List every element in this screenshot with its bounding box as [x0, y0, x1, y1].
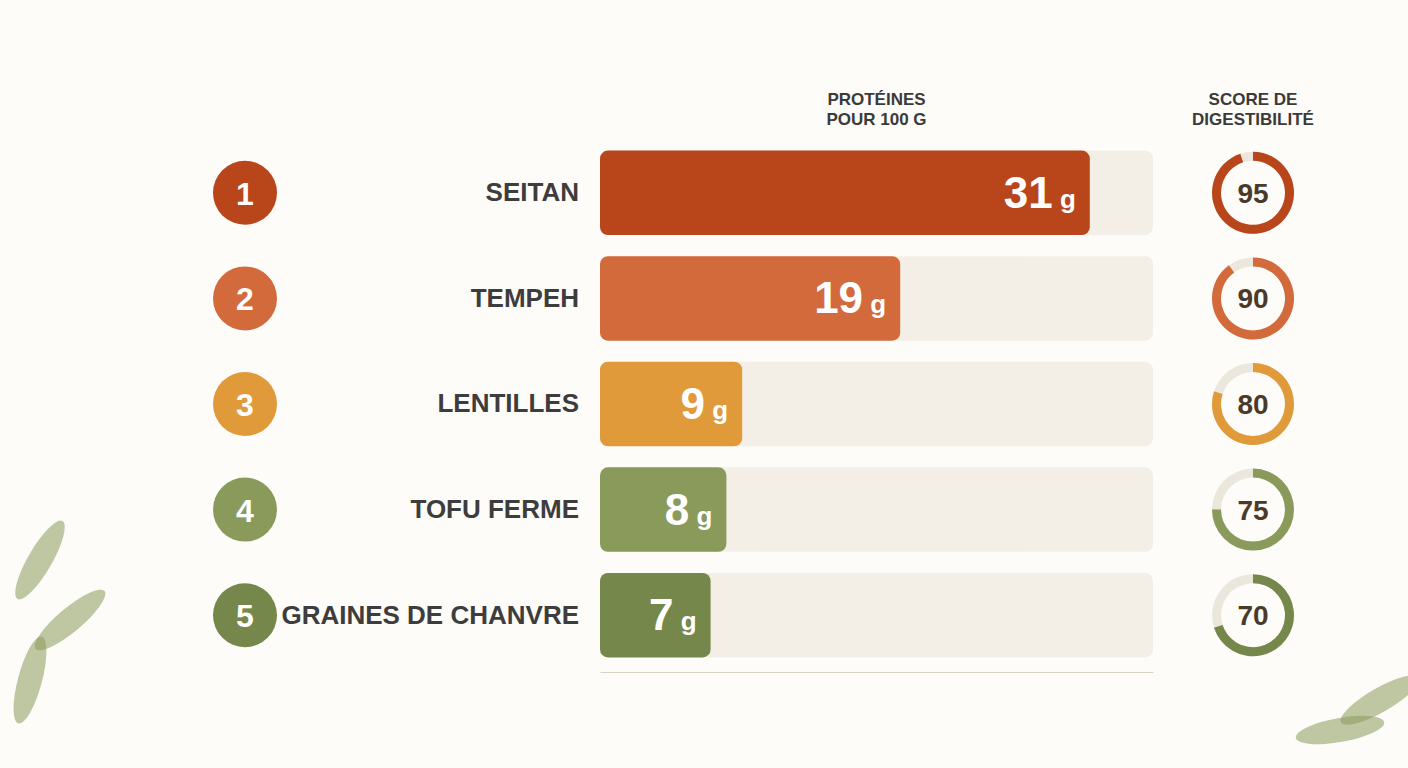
bar-track — [600, 151, 1153, 235]
header-line: SCORE DE — [1209, 90, 1298, 109]
bar-track — [600, 362, 1153, 446]
ring-track — [1212, 152, 1294, 234]
score-ring: 70 — [1212, 574, 1294, 656]
score-ring: 75 — [1212, 469, 1294, 551]
score-ring: 90 — [1212, 257, 1294, 339]
tracks — [600, 151, 1153, 658]
category-label: LENTILLES — [437, 388, 579, 418]
rank-badge — [213, 583, 277, 647]
category-label: TEMPEH — [471, 283, 579, 313]
ring-track — [1212, 257, 1294, 339]
value-unit: g — [673, 606, 696, 636]
rank-badge — [213, 266, 277, 330]
ring-arc — [1212, 363, 1294, 445]
axis-line — [601, 672, 1154, 673]
value-number: 7 — [649, 590, 673, 639]
tick: TOFU FERME — [410, 494, 582, 524]
y-axis: SEITAN TEMPEH LENTILLES TOFU FERME GRAINES D… — [281, 177, 582, 629]
header-line: POUR 100 G — [826, 110, 926, 129]
score-label: 80 — [1237, 389, 1268, 420]
bar — [600, 467, 726, 551]
score-ring: 95 — [1212, 152, 1294, 234]
bar — [600, 151, 1090, 235]
score-rings: 95 90 80 75 70 — [1212, 152, 1294, 656]
value-labels: 31 g19 g9 g8 g7 g — [649, 168, 1076, 639]
score-label: 75 — [1237, 495, 1268, 526]
tick: LENTILLES — [437, 388, 582, 418]
ring-arc — [1212, 257, 1294, 339]
category-label: GRAINES DE CHANVRE — [281, 600, 579, 630]
leaf — [7, 633, 53, 726]
value-unit: g — [705, 395, 728, 425]
ring-arc — [1212, 152, 1294, 234]
bar — [600, 362, 742, 446]
bars — [600, 151, 1090, 658]
bar-track — [600, 573, 1153, 657]
leaf — [7, 515, 73, 605]
value-unit: g — [1053, 184, 1076, 214]
rank-label: 4 — [236, 493, 254, 529]
value-unit: g — [689, 501, 712, 531]
bar-track — [600, 256, 1153, 340]
ring-arc — [1214, 574, 1294, 656]
value-label: 8 g — [665, 485, 713, 534]
leaf — [1294, 710, 1387, 749]
value-unit: g — [863, 289, 886, 319]
background — [0, 0, 1408, 768]
value-number: 31 — [1004, 168, 1053, 217]
score-ring: 80 — [1212, 363, 1294, 445]
column-header: SCORE DEDIGESTIBILITÉ — [1192, 90, 1314, 129]
tick: TEMPEH — [471, 283, 582, 313]
category-label: TOFU FERME — [410, 494, 579, 524]
ring-track — [1212, 363, 1294, 445]
tick: GRAINES DE CHANVRE — [281, 600, 582, 630]
ranks: 1 2 3 4 5 — [213, 161, 277, 647]
value-label: 31 g — [1004, 168, 1076, 217]
rank-label: 5 — [236, 598, 254, 634]
header-line: PROTÉINES — [827, 90, 925, 109]
rank-label: 1 — [236, 176, 254, 212]
bar — [600, 573, 711, 657]
rank-badge — [213, 372, 277, 436]
value-label: 7 g — [649, 590, 697, 639]
rank-badge — [213, 478, 277, 542]
value-number: 9 — [681, 379, 705, 428]
rank-badge — [213, 161, 277, 225]
bar-track — [600, 467, 1153, 551]
value-number: 19 — [814, 273, 863, 322]
ring-track — [1212, 574, 1294, 656]
rank-label: 3 — [236, 387, 254, 423]
rank-label: 2 — [236, 281, 254, 317]
score-label: 90 — [1237, 283, 1268, 314]
value-label: 19 g — [814, 273, 886, 322]
x-axis — [601, 672, 1154, 673]
score-label: 95 — [1237, 178, 1268, 209]
header-line: DIGESTIBILITÉ — [1192, 110, 1314, 129]
tick: SEITAN — [486, 177, 582, 207]
chart: PROTÉINESPOUR 100 G SCORE DEDIGESTIBILITÉ… — [0, 0, 1408, 768]
category-label: SEITAN — [486, 177, 579, 207]
column-header: PROTÉINESPOUR 100 G — [826, 90, 926, 129]
value-number: 8 — [665, 485, 689, 534]
ring-track — [1212, 469, 1294, 551]
ring-arc — [1212, 469, 1294, 551]
score-label: 70 — [1237, 600, 1268, 631]
value-label: 9 g — [681, 379, 729, 428]
bar — [600, 256, 900, 340]
